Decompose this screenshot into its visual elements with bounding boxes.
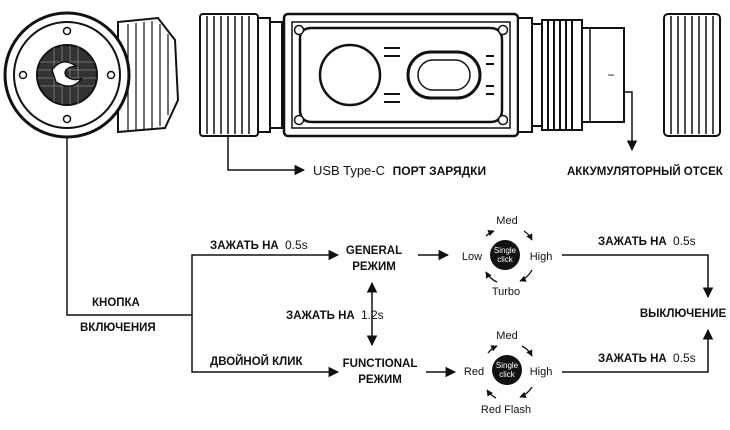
double-click-label: ДВОЙНОЙ КЛИК — [210, 355, 303, 368]
hold-top-label: ЗАЖАТЬ НА 0.5s — [210, 238, 308, 252]
general-mode-line1: GENERAL — [346, 245, 402, 257]
hold-right-top-prefix: ЗАЖАТЬ НА — [598, 236, 667, 248]
usb-port-label: USB Type-C ПОРТ ЗАРЯДКИ — [313, 163, 486, 178]
general-mode-line2: РЕЖИМ — [352, 261, 396, 273]
functional-center-line1: Single — [496, 361, 519, 370]
battery-minus-sign: − — [607, 68, 614, 82]
arrow-to-general — [188, 249, 340, 316]
functional-center-line2: click — [499, 370, 516, 379]
hold-right-top-label: ЗАЖАТЬ НА 0.5s — [598, 234, 696, 248]
hold-mid-label: ЗАЖАТЬ НА 1.2s — [286, 308, 384, 322]
functional-mode-high: High — [530, 366, 553, 378]
button-callout — [66, 138, 188, 316]
functional-mode-red-flash: Red Flash — [481, 404, 531, 416]
usb-port-callout — [227, 136, 306, 176]
tail-cap-illustration — [663, 13, 721, 137]
functional-mode-line1: FUNCTIONAL — [343, 358, 418, 370]
hold-top-prefix: ЗАЖАТЬ НА — [210, 240, 279, 252]
hold-right-top-time: 0.5s — [673, 234, 696, 248]
arrow-functional-to-off — [562, 328, 714, 373]
hold-right-bottom-label: ЗАЖАТЬ НА 0.5s — [598, 351, 696, 365]
usb-port-suffix: ПОРТ ЗАРЯДКИ — [393, 164, 486, 178]
general-mode-low: Low — [462, 251, 482, 263]
hold-mid-prefix: ЗАЖАТЬ НА — [286, 310, 355, 322]
functional-mode-line2: РЕЖИМ — [358, 374, 402, 386]
general-mode-turbo: Turbo — [492, 286, 520, 298]
button-label-line1: КНОПКА — [92, 297, 140, 309]
functional-cycle: Single click Med Red High Red Flash — [464, 330, 552, 416]
functional-single-click-button — [492, 355, 522, 385]
button-label-line2: ВКЛЮЧЕНИЯ — [80, 322, 156, 334]
general-center-line2: click — [497, 255, 514, 264]
general-mode-med: Med — [496, 215, 517, 227]
usb-port-prefix: USB Type-C — [313, 163, 385, 178]
hold-right-bottom-time: 0.5s — [673, 351, 696, 365]
flashlight-head-illustration — [3, 11, 180, 139]
hold-mid-time: 1.2s — [361, 308, 384, 322]
hold-right-bottom-prefix: ЗАЖАТЬ НА — [598, 353, 667, 365]
general-cycle: Single click Med Low High Turbo — [462, 215, 552, 298]
general-center-line1: Single — [494, 246, 517, 255]
arrow-general-to-off — [562, 254, 714, 299]
functional-mode-red: Red — [464, 366, 484, 378]
functional-mode-med: Med — [496, 330, 517, 342]
battery-callout — [624, 91, 638, 152]
callout-lines — [66, 91, 638, 316]
battery-compartment-label: АККУМУЛЯТОРНЫЙ ОТСЕК — [567, 165, 724, 178]
flashlight-body-illustration: − — [199, 12, 625, 138]
off-label: ВЫКЛЮЧЕНИЕ — [640, 308, 727, 320]
general-single-click-button — [490, 240, 520, 270]
flow-arrows — [188, 249, 714, 378]
general-mode-high: High — [530, 251, 553, 263]
arrow-to-functional — [191, 315, 340, 378]
hold-top-time: 0.5s — [285, 238, 308, 252]
